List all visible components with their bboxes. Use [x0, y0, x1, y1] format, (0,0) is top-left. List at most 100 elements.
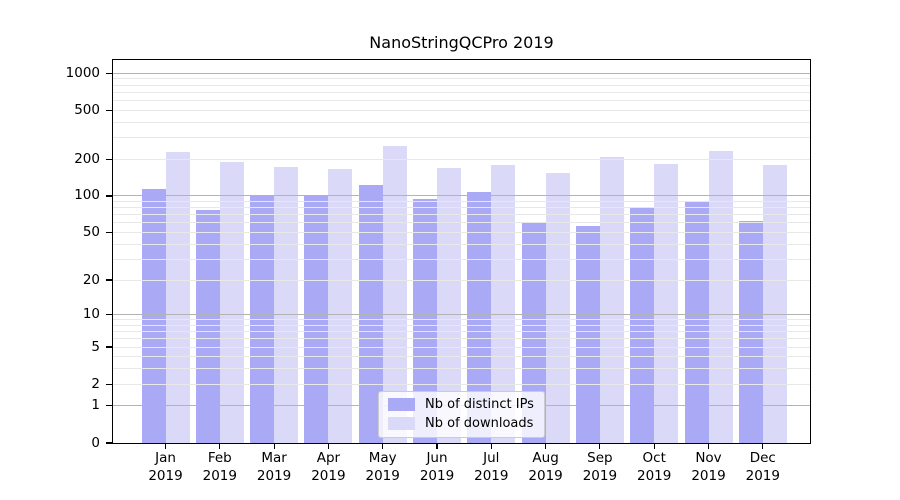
legend-swatch-distinct-ips — [388, 398, 415, 411]
legend-label-distinct-ips: Nb of distinct IPs — [425, 397, 534, 412]
bar-distinct-ips-mar — [250, 195, 275, 443]
gridline-minor — [113, 368, 810, 370]
x-tick-label: Jan 2019 — [138, 450, 194, 485]
gridline-minor — [113, 109, 810, 111]
x-tick-label-month: Dec — [749, 450, 776, 466]
gridline-minor — [113, 84, 810, 86]
y-tick-mark — [106, 405, 112, 407]
legend-label-downloads: Nb of downloads — [425, 416, 534, 431]
x-tick-label-year: 2019 — [582, 467, 618, 484]
gridline-minor — [113, 78, 810, 80]
x-tick-label: May 2019 — [355, 450, 411, 485]
x-tick-mark — [707, 444, 710, 449]
y-tick-mark — [106, 346, 112, 348]
x-tick-label-month: Mar — [261, 450, 287, 466]
x-tick-label-month: Jun — [426, 450, 448, 466]
x-tick-label-year: 2019 — [691, 467, 726, 484]
y-tick-label: 10 — [82, 306, 100, 323]
x-tick-mark — [762, 444, 764, 449]
gridline-minor — [113, 338, 810, 340]
gridline-minor — [113, 91, 810, 93]
x-tick-mark — [490, 444, 492, 449]
bar-distinct-ips-apr — [304, 195, 329, 443]
bar-distinct-ips-jan — [141, 188, 166, 443]
x-tick-label: Jun 2019 — [409, 450, 465, 485]
x-tick-label: Apr 2019 — [300, 450, 356, 485]
x-tick-label-month: Feb — [207, 450, 232, 466]
legend: Nb of distinct IPs Nb of downloads — [378, 391, 545, 438]
y-tick-label: 5 — [91, 338, 100, 355]
legend-swatch-downloads — [388, 417, 415, 430]
gridline-major — [113, 195, 810, 197]
x-tick-mark — [436, 444, 438, 449]
bar-distinct-ips-nov — [684, 200, 709, 443]
bar-downloads-oct — [654, 164, 679, 443]
gridline-minor — [113, 383, 810, 385]
bar-downloads-apr — [328, 168, 353, 443]
y-tick-mark — [106, 383, 112, 385]
y-tick-mark — [106, 72, 112, 74]
chart-title: NanoStringQCPro 2019 — [369, 33, 554, 52]
x-tick-label: Mar 2019 — [246, 450, 302, 485]
x-tick-label: Aug 2019 — [518, 450, 574, 485]
gridline-minor — [113, 222, 810, 224]
x-tick-label: Jul 2019 — [463, 450, 519, 485]
bar-downloads-sep — [599, 157, 624, 443]
x-tick-label-month: Sep — [587, 450, 613, 466]
x-tick-label-month: May — [368, 450, 397, 466]
y-tick-mark — [106, 109, 112, 111]
x-tick-mark — [327, 444, 329, 449]
y-tick-label: 20 — [82, 271, 100, 288]
gridline-minor — [113, 214, 810, 216]
legend-entry-distinct-ips: Nb of distinct IPs — [388, 397, 534, 412]
gridline-minor — [113, 158, 810, 160]
x-tick-mark — [273, 444, 275, 449]
y-tick-mark — [106, 231, 112, 234]
x-tick-label-year: 2019 — [637, 467, 672, 484]
bar-downloads-dec — [762, 165, 787, 443]
gridline-minor — [113, 331, 810, 333]
bar-downloads-nov — [708, 151, 733, 443]
y-tick-label: 1 — [91, 397, 100, 414]
x-tick-label: Dec 2019 — [735, 450, 791, 485]
x-tick-label: Oct 2019 — [626, 450, 682, 485]
x-tick-mark — [382, 444, 384, 449]
x-tick-label-month: Oct — [642, 450, 666, 466]
x-tick-mark — [219, 444, 221, 449]
y-tick-label: 500 — [74, 101, 100, 118]
y-tick-label: 50 — [82, 224, 100, 241]
gridline-minor — [113, 100, 810, 101]
x-tick-mark — [545, 444, 547, 449]
x-tick-label-year: 2019 — [528, 467, 563, 484]
x-tick-label-month: Jan — [155, 450, 176, 466]
y-tick-mark — [106, 442, 112, 444]
plot-area — [112, 59, 811, 444]
x-tick-label-year: 2019 — [419, 467, 455, 484]
gridline-minor — [113, 207, 810, 209]
bar-downloads-mar — [274, 166, 299, 443]
y-tick-mark — [106, 314, 112, 316]
x-tick-label-month: Jul — [483, 450, 500, 466]
y-tick-mark — [106, 195, 112, 197]
gridline-minor — [113, 258, 810, 260]
x-tick-label-year: 2019 — [311, 467, 346, 484]
x-tick-label-year: 2019 — [365, 467, 400, 484]
x-tick-label-year: 2019 — [148, 467, 183, 484]
gridline-minor — [113, 243, 810, 245]
x-tick-label: Nov 2019 — [681, 450, 737, 485]
x-tick-label-year: 2019 — [745, 467, 780, 484]
y-tick-label: 200 — [74, 150, 100, 167]
y-tick-mark — [106, 158, 112, 160]
x-tick-mark — [599, 444, 601, 449]
x-tick-label: Sep 2019 — [572, 450, 628, 485]
y-tick-mark — [106, 279, 112, 281]
x-tick-label: Feb 2019 — [192, 450, 248, 485]
y-tick-label: 0 — [91, 434, 100, 451]
bar-downloads-aug — [545, 173, 570, 443]
gridline-minor — [113, 232, 810, 234]
gridline-minor — [113, 279, 810, 281]
x-tick-label-year: 2019 — [474, 467, 509, 484]
gridline-minor — [113, 121, 810, 123]
gridline-minor — [113, 356, 810, 358]
